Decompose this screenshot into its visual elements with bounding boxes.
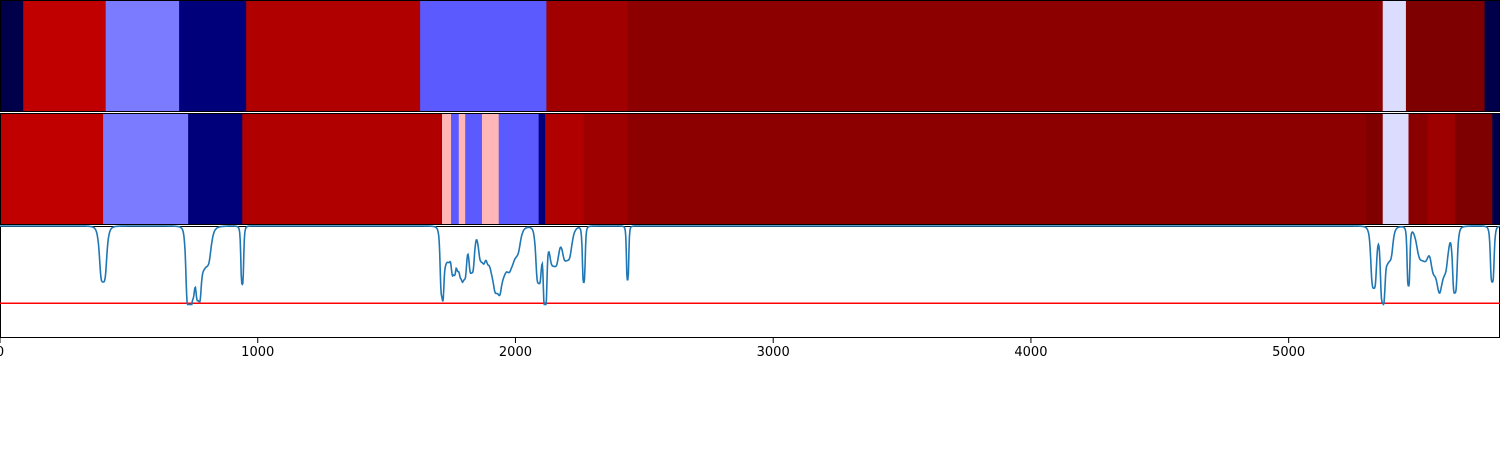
segments-bottom-segment bbox=[498, 113, 540, 225]
signal-panel bbox=[0, 225, 1500, 338]
segments-bottom-segment bbox=[583, 113, 628, 225]
x-tick-label: 2000 bbox=[499, 345, 532, 360]
x-tick-label: 3000 bbox=[757, 345, 790, 360]
segments-top-segment bbox=[546, 0, 628, 112]
segments-top-segment bbox=[420, 0, 547, 112]
segments-bottom-segment bbox=[627, 113, 1367, 225]
x-tick-label: 1000 bbox=[241, 345, 274, 360]
segment-band-bottom bbox=[0, 113, 1500, 225]
segments-bottom-segment bbox=[1427, 113, 1456, 225]
signal-line bbox=[0, 225, 1500, 306]
segments-top-segment bbox=[105, 0, 180, 112]
segments-bottom-segment bbox=[538, 113, 546, 225]
segments-top-segment bbox=[1484, 0, 1500, 112]
segments-top-segment bbox=[0, 0, 24, 112]
segments-bottom-segment bbox=[465, 113, 483, 225]
segments-top-segment bbox=[23, 0, 107, 112]
segments-top-segment bbox=[179, 0, 247, 112]
segments-bottom-segment bbox=[451, 113, 460, 225]
signal-frame bbox=[0, 226, 1500, 338]
segments-bottom-segment bbox=[481, 113, 500, 225]
segments-bottom-segment bbox=[545, 113, 585, 225]
x-tick-label: 4000 bbox=[1014, 345, 1047, 360]
segments-top-segment bbox=[246, 0, 421, 112]
segments-bottom-segment bbox=[1365, 113, 1384, 225]
segments-bottom-segment bbox=[188, 113, 243, 225]
segments-top-segment bbox=[1382, 0, 1407, 112]
segment-band-top bbox=[0, 0, 1500, 112]
segments-bottom-segment bbox=[1492, 113, 1500, 225]
segments-bottom-segment bbox=[242, 113, 443, 225]
segments-bottom-segment bbox=[103, 113, 189, 225]
segments-bottom-segment bbox=[0, 113, 104, 225]
segments-top-segment bbox=[627, 0, 1384, 112]
segments-bottom-segment bbox=[1454, 113, 1493, 225]
segments-bottom-segment bbox=[442, 113, 452, 225]
x-tick-label: 0 bbox=[0, 345, 4, 360]
segments-top-segment bbox=[1405, 0, 1485, 112]
x-tick-label: 5000 bbox=[1272, 345, 1305, 360]
segments-bottom-segment bbox=[458, 113, 466, 225]
segments-bottom-segment bbox=[1408, 113, 1429, 225]
x-axis: 0 1000 2000 3000 4000 5000 bbox=[0, 338, 1305, 360]
segments-bottom-segment bbox=[1382, 113, 1409, 225]
